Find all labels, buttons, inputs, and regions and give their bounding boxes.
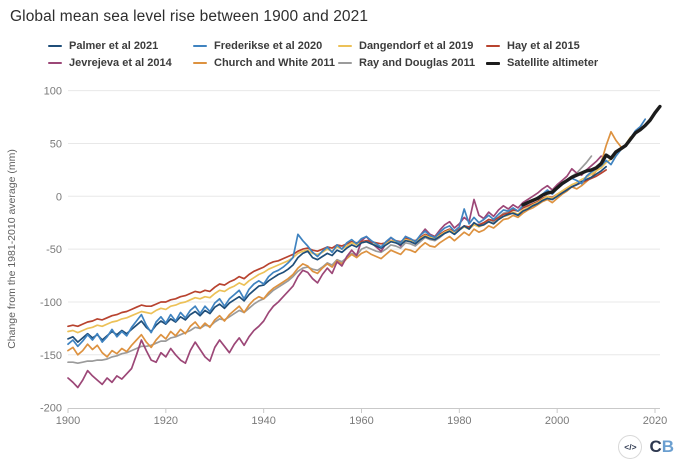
y-tick-label-50: 50	[50, 138, 62, 150]
x-tick-label-2000: 2000	[545, 415, 569, 427]
x-tick-label-1940: 1940	[251, 415, 275, 427]
legend-label: Satellite altimeter	[507, 57, 599, 69]
legend-label: Church and White 2011	[214, 57, 336, 69]
series-line-satellite-altimeter	[521, 104, 662, 207]
legend-swatch	[338, 62, 352, 64]
legend-item-frederikse-et-al-2020[interactable]: Frederikse et al 2020	[193, 39, 338, 53]
carbon-brief-logo: CB	[649, 437, 674, 457]
legend-swatch	[338, 45, 352, 47]
y-tick-label-100: 100	[44, 86, 62, 98]
legend-item-ray-and-douglas-2011[interactable]: Ray and Douglas 2011	[338, 56, 486, 70]
legend-swatch	[486, 61, 500, 65]
logo-letter-c: C	[649, 437, 662, 456]
y-tick-label--50: -50	[46, 244, 62, 256]
legend-label: Jevrejeva et al 2014	[69, 57, 172, 69]
logo-letter-b: B	[661, 437, 674, 456]
x-tick-label-1980: 1980	[447, 415, 471, 427]
chart-title: Global mean sea level rise between 1900 …	[10, 8, 369, 25]
legend-swatch	[486, 45, 500, 47]
series-line-jevrejeva-et-al-2014	[67, 155, 603, 389]
x-tick-label-1900: 1900	[56, 415, 80, 427]
series-line-hay-et-al-2015	[67, 169, 607, 328]
legend-swatch	[193, 45, 207, 47]
y-tick-label--150: -150	[40, 350, 62, 362]
chart-footer: </> CB	[618, 435, 674, 459]
legend-item-palmer-et-al-2021[interactable]: Palmer et al 2021	[48, 39, 193, 53]
legend-item-satellite-altimeter[interactable]: Satellite altimeter	[486, 56, 598, 70]
y-tick-label--100: -100	[40, 297, 62, 309]
chart-legend: Palmer et al 2021 Frederikse et al 2020 Da…	[48, 39, 598, 70]
y-axis-title: Change from the 1981-2010 average (mm)	[6, 149, 18, 349]
legend-label: Hay et al 2015	[507, 40, 580, 52]
x-tick-label-1920: 1920	[154, 415, 178, 427]
legend-item-jevrejeva-et-al-2014[interactable]: Jevrejeva et al 2014	[48, 56, 193, 70]
x-tick-label-1960: 1960	[349, 415, 373, 427]
legend-swatch	[48, 45, 62, 47]
legend-label: Ray and Douglas 2011	[359, 57, 476, 69]
series-line-ray-and-douglas-2011	[67, 155, 593, 365]
legend-label: Palmer et al 2021	[69, 40, 159, 52]
legend-swatch	[48, 62, 62, 64]
legend-item-church-and-white-2011[interactable]: Church and White 2011	[193, 56, 338, 70]
embed-code-icon[interactable]: </>	[618, 435, 643, 459]
legend-item-hay-et-al-2015[interactable]: Hay et al 2015	[486, 39, 598, 53]
series-line-dangendorf-et-al-2019	[67, 136, 632, 334]
legend-label: Frederikse et al 2020	[214, 40, 323, 52]
x-tick-label-2020: 2020	[643, 415, 667, 427]
y-tick-label--200: -200	[40, 403, 62, 415]
series-line-palmer-et-al-2021	[67, 165, 607, 343]
legend-label: Dangendorf et al 2019	[359, 40, 474, 52]
y-tick-label-0: 0	[56, 191, 62, 203]
legend-item-dangendorf-et-al-2019[interactable]: Dangendorf et al 2019	[338, 39, 486, 53]
legend-swatch	[193, 62, 207, 64]
